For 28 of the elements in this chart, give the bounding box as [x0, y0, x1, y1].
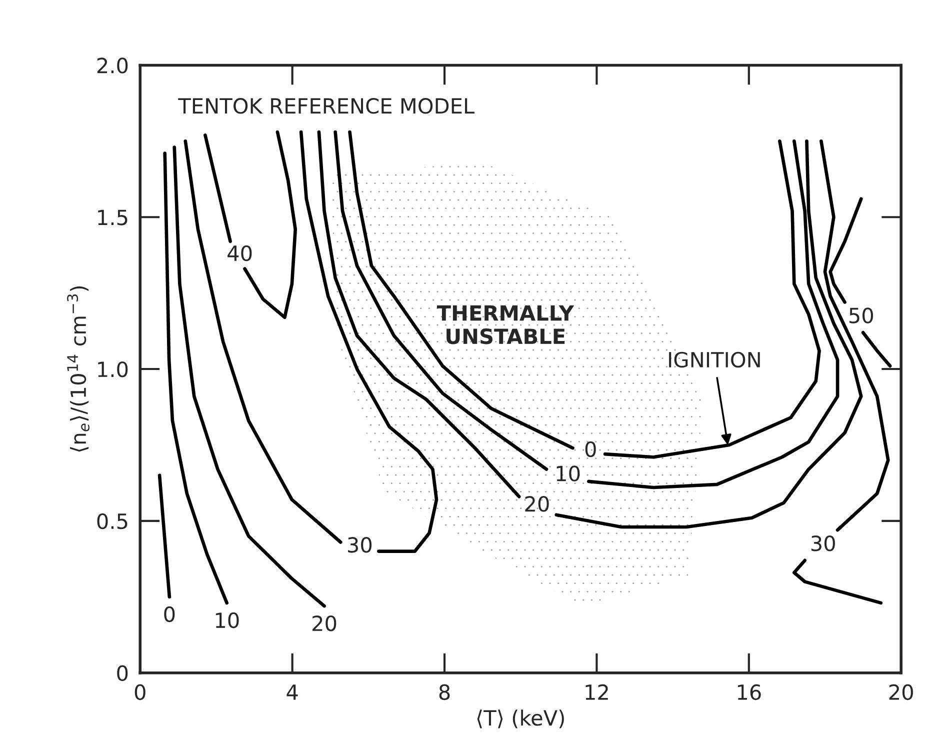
- annotation: THERMALLY UNSTABLE: [436, 305, 574, 344]
- series-label: 50: [849, 308, 874, 324]
- series-label: 20: [312, 615, 336, 632]
- series-label: 0: [164, 606, 175, 622]
- series-label: 30: [811, 536, 835, 552]
- line-series: [163, 152, 229, 605]
- x-tick-label: 4: [286, 684, 298, 700]
- series-label: 10: [216, 612, 239, 628]
- y-axis-title: ⟨n$_{e}$⟩/(10$^{14}$ cm$^{−3}$): [67, 286, 90, 452]
- text: TENTOK REFERENCE MODEL: [178, 98, 474, 114]
- x-tick-label: 16: [738, 684, 761, 700]
- y-tick-label: 1.5: [98, 210, 128, 226]
- series-label: 30: [348, 537, 372, 553]
- x-tick-label: 8: [439, 684, 450, 700]
- series-label: 0: [585, 441, 596, 458]
- y-tick-label: 0: [117, 665, 128, 682]
- y-tick-label: 2.0: [97, 58, 128, 74]
- series-label: 20: [525, 496, 549, 512]
- line-series: [172, 146, 326, 608]
- x-axis-title: ⟨T⟩ (keV): [477, 710, 564, 728]
- annotation: IGNITION: [669, 352, 760, 368]
- x-tick-label: 12: [586, 684, 608, 700]
- series-label: 10: [556, 466, 580, 482]
- y-tick-label: 0.5: [97, 513, 128, 530]
- x-tick-label: 20: [889, 684, 913, 700]
- x-tick-label: 0: [134, 684, 146, 700]
- series-label: 40: [228, 245, 252, 262]
- y-tick-label: 1.0: [98, 361, 128, 378]
